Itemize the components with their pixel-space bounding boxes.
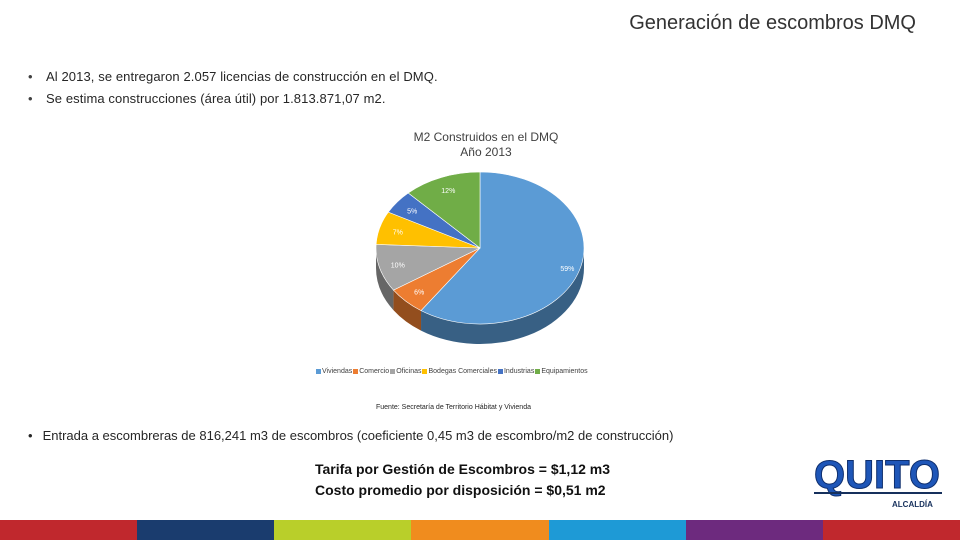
legend-item: Viviendas: [316, 368, 352, 375]
pie-slice-label: 59%: [560, 266, 574, 273]
footer-color-segment: [548, 520, 686, 540]
footer-color-segment: [411, 520, 549, 540]
quito-logo: QUITO: [814, 453, 942, 498]
tariff-line: Tarifa por Gestión de Escombros = $1,12 …: [315, 461, 611, 477]
legend-item: Bodegas Comerciales: [422, 368, 497, 375]
legend-label: Equipamientos: [541, 368, 588, 375]
logo-text: QUITO: [814, 453, 940, 497]
legend-label: Viviendas: [322, 368, 353, 375]
logo-underline: [814, 492, 942, 494]
legend-swatch: [316, 369, 321, 374]
bullet-text: Se estima construcciones (área útil) por…: [46, 91, 386, 106]
chart-title-text: M2 Construidos en el DMQ: [413, 130, 559, 144]
tariff-box: Tarifa por Gestión de Escombros = $1,12 …: [315, 459, 610, 501]
legend-item: Comercio: [353, 368, 389, 375]
chart-title: M2 Construidos en el DMQ Año 2013: [386, 130, 586, 160]
bullet-item-bottom: • Entrada a escombreras de 816,241 m3 de…: [28, 428, 673, 443]
pie-chart-svg: 59% 6% 10% 7% 5% 12%: [375, 171, 585, 344]
chart-legend: Viviendas Comercio Oficinas Bodegas Comerci…: [316, 368, 589, 375]
pie-slice-viviendas: [420, 171, 585, 325]
pie-slice-label: 12%: [441, 188, 455, 195]
footer-color-segment: [0, 520, 138, 540]
pie-slice-side-viviendas: [421, 248, 584, 344]
bullet-text: Al 2013, se entregaron 2.057 licencias d…: [46, 69, 438, 84]
footer-color-bar: [0, 520, 960, 540]
bullet-item: • Se estima construcciones (área útil) p…: [28, 88, 438, 110]
legend-label: Comercio: [359, 368, 390, 375]
footer-color-segment: [822, 520, 960, 540]
pie-chart: 59% 6% 10% 7% 5% 12%: [360, 160, 610, 360]
pie-slice-label: 7%: [393, 229, 403, 236]
pie-slice-equipamientos: [407, 171, 481, 249]
bullet-list: • Al 2013, se entregaron 2.057 licencias…: [28, 66, 438, 110]
bullet-dot: •: [28, 428, 33, 443]
chart-subtitle: Año 2013: [460, 145, 512, 159]
legend-item: Industrias: [497, 368, 535, 375]
bullet-dot: •: [28, 91, 33, 106]
legend-label: Industrias: [503, 368, 535, 375]
bullet-text: Entrada a escombreras de 816,241 m3 de e…: [42, 428, 674, 443]
footer-color-segment: [137, 520, 275, 540]
legend-item: Equipamientos: [535, 368, 588, 375]
pie-slice-side-comercio: [393, 290, 422, 331]
cost-line: Costo promedio por disposición = $0,51 m…: [315, 482, 606, 498]
footer-color-segment: [274, 520, 412, 540]
legend-swatch: [497, 369, 503, 374]
legend-label: Oficinas: [396, 368, 422, 375]
legend-item: Oficinas: [390, 368, 421, 375]
legend-label: Bodegas Comerciales: [428, 368, 497, 375]
footer-color-segment: [685, 520, 823, 540]
bullet-item: • Al 2013, se entregaron 2.057 licencias…: [28, 66, 438, 88]
legend-swatch: [422, 369, 428, 374]
legend-swatch: [353, 369, 359, 374]
logo-subtext: ALCALDÍA: [892, 500, 933, 509]
pie-slice-label: 10%: [391, 263, 405, 270]
legend-swatch: [390, 369, 396, 374]
legend-swatch: [535, 369, 541, 374]
slide-title: Generación de escombros DMQ: [629, 12, 916, 34]
pie-slice-label: 5%: [407, 208, 417, 215]
source-note: Fuente: Secretaría de Territorio Hábitat…: [376, 404, 531, 411]
pie-slice-label: 6%: [414, 290, 424, 297]
bullet-dot: •: [28, 69, 33, 84]
